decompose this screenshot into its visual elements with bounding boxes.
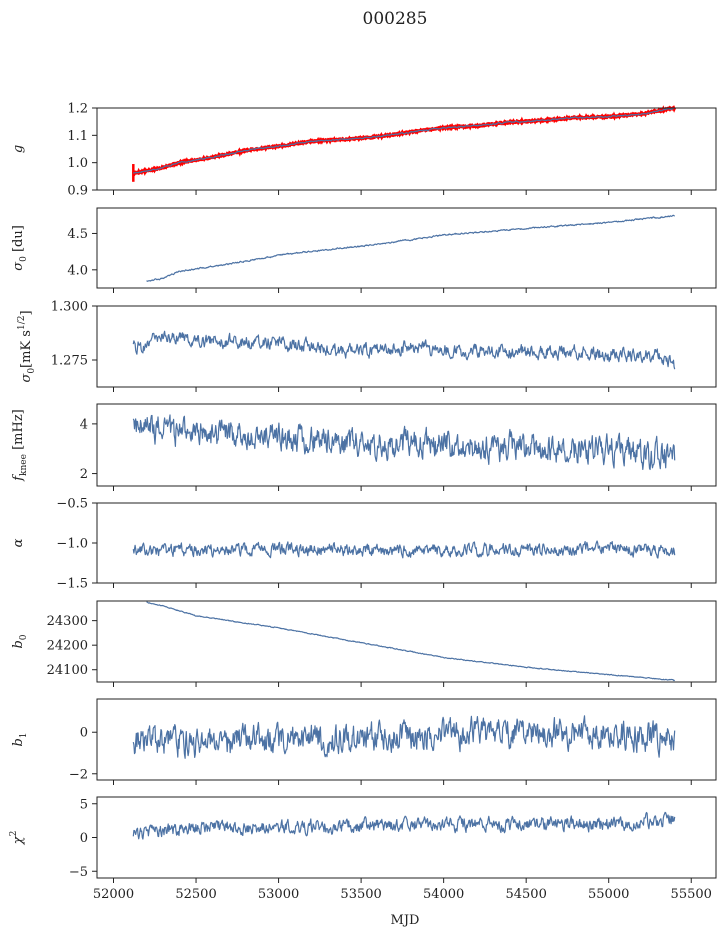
- y-tick-label-b1-1: 0: [80, 726, 88, 741]
- figure-title: 000285: [363, 9, 428, 29]
- y-tick-label-sigma0-mks-1: 1.300: [51, 300, 88, 315]
- x-tick-label-53000: 53000: [258, 887, 299, 902]
- series-b0: [146, 601, 676, 682]
- series-chi2: [132, 811, 676, 840]
- y-tick-label-g-1: 1.0: [67, 156, 88, 171]
- y-tick-label-g-2: 1.1: [67, 129, 88, 144]
- y-tick-label-fknee-1: 4: [80, 417, 88, 432]
- panel-chi2: 52000 52500 53000 53500 54000 54500 55000 55500…: [9, 796, 717, 902]
- panel-alpha: −1.5 −1.0 −0.5 α: [11, 497, 717, 592]
- y-tick-label-g-3: 1.2: [67, 102, 88, 117]
- y-tick-label-chi2-0: −5: [69, 865, 88, 880]
- x-tick-label-54000: 54000: [423, 887, 464, 902]
- series-fknee: [132, 414, 676, 471]
- panel-fknee: 2 4 fknee [mHz]: [11, 403, 717, 491]
- panel-frame-chi2: [96, 796, 717, 879]
- y-tick-label-alpha-0: −1.5: [56, 577, 88, 592]
- y-tick-label-chi2-1: 0: [80, 831, 88, 846]
- y-tick-label-b0-0: 24100: [47, 663, 88, 678]
- y-axis-label-alpha: α: [11, 538, 26, 547]
- x-tick-label-52000: 52000: [93, 887, 134, 902]
- y-tick-label-b0-1: 24200: [47, 639, 88, 654]
- y-axis-label-sigma0-mks: σ0[mK s1/2]: [17, 310, 37, 382]
- y-axis-label-b0: b0: [11, 634, 29, 648]
- y-tick-label-sigma0-mks-0: 1.275: [51, 354, 88, 369]
- y-axis-label-fknee: fknee [mHz]: [11, 409, 29, 482]
- panel-frame-sigma0-mks: [96, 305, 717, 388]
- y-tick-label-alpha-2: −0.5: [56, 497, 88, 512]
- panel-frame-alpha: [96, 502, 717, 584]
- y-tick-label-b1-0: −2: [69, 767, 88, 782]
- y-axis-label-g: g: [11, 145, 26, 153]
- x-tick-label-55500: 55500: [671, 887, 712, 902]
- y-axis-label-sigma0-du: σ0 [du]: [11, 225, 29, 271]
- y-tick-label-b0-2: 24300: [47, 614, 88, 629]
- series-g: [132, 107, 675, 174]
- x-axis-label: MJD: [391, 913, 420, 928]
- panel-frame-sigma0-du: [96, 207, 717, 289]
- panel-sigma0-du: 4.0 4.5 σ0 [du]: [11, 207, 717, 293]
- y-tick-label-alpha-1: −1.0: [56, 537, 88, 552]
- x-tick-label-52500: 52500: [175, 887, 216, 902]
- panels-group: 0.9 1.0 1.1 1.2 g 4.0 4.5 σ0 [du] 1.275 1.300 σ0[m…: [9, 102, 717, 902]
- panel-frame-g: [96, 107, 717, 191]
- x-tick-label-53500: 53500: [340, 887, 381, 902]
- panel-sigma0-mks: 1.275 1.300 σ0[mK s1/2]: [17, 300, 717, 392]
- panel-b1: −2 0 b1: [11, 698, 717, 785]
- series-b1: [132, 715, 676, 759]
- y-tick-label-g-0: 0.9: [67, 184, 88, 199]
- x-tick-label-55000: 55000: [588, 887, 629, 902]
- series-sigma0-du: [146, 214, 675, 282]
- panel-frame-fknee: [96, 403, 717, 487]
- series-sigma0-mks: [132, 330, 676, 370]
- y-tick-label-chi2-2: 5: [80, 797, 88, 812]
- panel-g: 0.9 1.0 1.1 1.2 g: [11, 102, 717, 199]
- x-tick-label-54500: 54500: [505, 887, 546, 902]
- y-axis-label-b1: b1: [11, 732, 29, 746]
- y-axis-label-chi2: χ2: [9, 831, 26, 846]
- panel-b0: 24100 24200 24300 b0: [11, 600, 717, 687]
- panel-frame-b1: [96, 698, 717, 781]
- y-tick-label-fknee-0: 2: [80, 467, 88, 482]
- y-tick-label-sigma0-du-1: 4.5: [67, 227, 88, 242]
- y-tick-label-sigma0-du-0: 4.0: [67, 263, 88, 278]
- panel-frame-b0: [96, 600, 717, 683]
- series-alpha: [132, 540, 676, 559]
